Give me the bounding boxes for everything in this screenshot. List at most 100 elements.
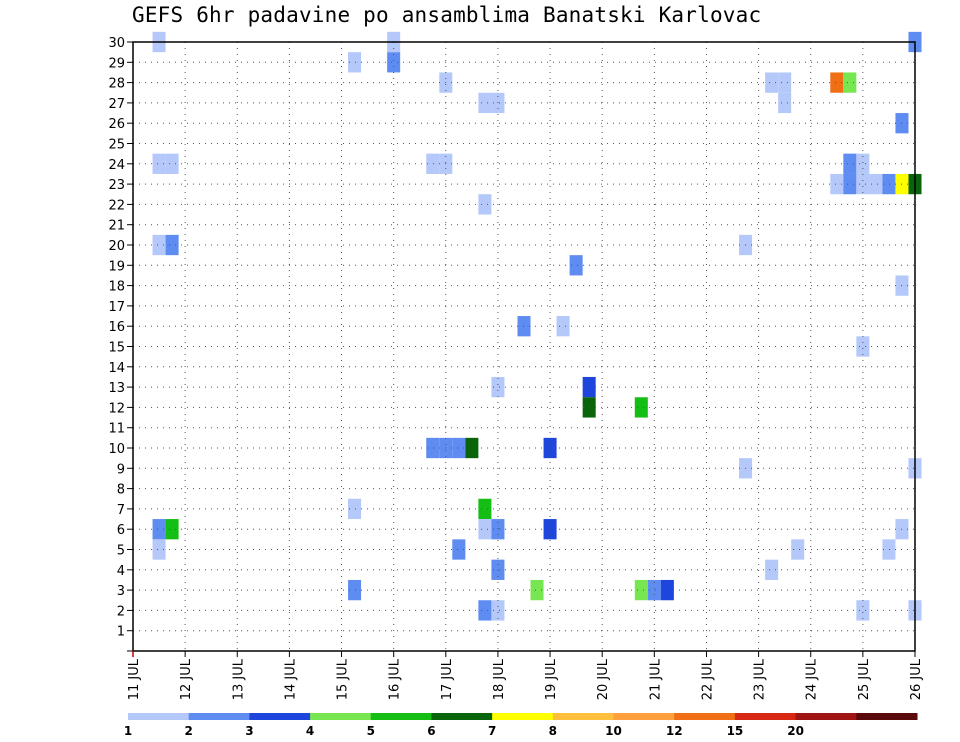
precip-cell bbox=[765, 559, 779, 580]
y-tick-label: 16 bbox=[108, 320, 125, 335]
colorbar-label: 10 bbox=[605, 724, 622, 738]
y-tick-label: 18 bbox=[108, 280, 125, 295]
colorbar-segment bbox=[613, 713, 675, 720]
precip-cell bbox=[478, 498, 492, 520]
x-tick-label: 25 JUL bbox=[857, 658, 872, 700]
y-tick-label: 1 bbox=[117, 625, 125, 640]
colorbar-segment bbox=[734, 713, 797, 720]
x-tick-label: 14 JUL bbox=[283, 658, 298, 700]
y-tick-label: 15 bbox=[108, 341, 125, 356]
y-tick-label: 6 bbox=[117, 523, 125, 538]
colorbar-segment bbox=[431, 713, 493, 720]
precip-cell bbox=[634, 579, 648, 601]
grid-layer bbox=[133, 41, 915, 651]
precip-cell bbox=[348, 498, 362, 520]
precip-cell bbox=[152, 519, 166, 540]
x-tick-label: 12 JUL bbox=[179, 658, 194, 700]
colorbar-segment bbox=[310, 713, 372, 720]
colorbar-segment bbox=[552, 713, 615, 720]
y-tick-label: 29 bbox=[108, 56, 125, 71]
y-tick-label: 12 bbox=[108, 401, 125, 416]
y-tick-label: 4 bbox=[117, 564, 125, 579]
colorbar-segment bbox=[856, 713, 918, 720]
y-tick-label: 19 bbox=[108, 259, 125, 274]
precip-cell bbox=[556, 316, 570, 337]
precip-cell bbox=[843, 72, 857, 93]
x-tick-label: 11 JUL bbox=[127, 658, 142, 700]
precip-cell bbox=[452, 437, 466, 459]
colorbar-label: 2 bbox=[185, 724, 193, 738]
y-tick-label: 22 bbox=[108, 198, 125, 213]
precip-cell bbox=[165, 234, 179, 256]
x-tick-label: 17 JUL bbox=[440, 658, 455, 700]
precip-cell bbox=[856, 600, 870, 621]
precip-cell bbox=[478, 92, 492, 114]
y-tick-label: 24 bbox=[108, 158, 125, 173]
precip-cell bbox=[843, 173, 857, 195]
y-tick-label: 10 bbox=[108, 442, 125, 457]
colorbar-segment bbox=[492, 713, 554, 720]
colorbar-segment bbox=[188, 713, 250, 720]
colorbar-label: 7 bbox=[488, 724, 496, 738]
precip-cell bbox=[491, 600, 505, 621]
y-tick-label: 26 bbox=[108, 117, 125, 132]
y-tick-label: 8 bbox=[117, 483, 125, 498]
y-tick-label: 17 bbox=[108, 300, 125, 315]
y-tick-label: 14 bbox=[108, 361, 125, 376]
precip-cell bbox=[830, 72, 844, 93]
x-tick-label: 22 JUL bbox=[700, 658, 715, 700]
precip-cell bbox=[569, 255, 583, 276]
precip-cell bbox=[530, 579, 544, 601]
precip-cell bbox=[882, 539, 896, 560]
colorbar-segment bbox=[795, 713, 857, 720]
precip-cell bbox=[843, 153, 857, 174]
precip-cell bbox=[465, 437, 479, 459]
y-tick-label: 9 bbox=[117, 462, 125, 477]
precip-cell bbox=[543, 519, 557, 540]
colorbar-label: 4 bbox=[306, 724, 314, 738]
x-tick-label: 20 JUL bbox=[596, 658, 611, 700]
y-tick-label: 20 bbox=[108, 239, 125, 254]
x-tick-label: 26 JUL bbox=[909, 658, 924, 700]
chart-title: GEFS 6hr padavine po ansamblima Banatski… bbox=[132, 3, 762, 27]
colorbar: 1 2 3 4 5 6 7 8 10 12 15 20 bbox=[124, 713, 918, 738]
colorbar-label: 6 bbox=[427, 724, 435, 738]
precip-cell bbox=[634, 397, 648, 418]
precip-cell bbox=[478, 194, 492, 215]
precip-cell bbox=[830, 173, 844, 195]
colorbar-label: 1 bbox=[124, 724, 132, 738]
y-tick-label: 5 bbox=[117, 544, 125, 559]
precip-cell bbox=[856, 336, 870, 357]
y-tick-label: 27 bbox=[108, 97, 125, 112]
precip-cell bbox=[869, 173, 883, 195]
precip-cell bbox=[491, 559, 505, 580]
y-tick-label: 25 bbox=[108, 138, 125, 153]
cells-layer bbox=[152, 31, 922, 621]
precip-cell bbox=[348, 52, 362, 73]
precip-cell bbox=[348, 579, 362, 601]
colorbar-label: 8 bbox=[549, 724, 557, 738]
precip-cell bbox=[478, 519, 492, 540]
precip-cell bbox=[165, 519, 179, 540]
colorbar-segment bbox=[370, 713, 432, 720]
precip-cell bbox=[426, 153, 440, 174]
precip-cell bbox=[152, 153, 166, 174]
precip-cell bbox=[856, 173, 870, 195]
precip-cell bbox=[478, 600, 492, 621]
precip-cell bbox=[856, 153, 870, 174]
y-tick-label: 3 bbox=[117, 584, 125, 599]
precip-cell bbox=[543, 437, 557, 459]
x-tick-label: 19 JUL bbox=[544, 658, 559, 700]
precip-cell bbox=[647, 579, 661, 601]
precip-cell bbox=[152, 234, 166, 256]
precip-cell bbox=[882, 173, 896, 195]
x-tick-label: 13 JUL bbox=[231, 658, 246, 700]
precip-cell bbox=[491, 519, 505, 540]
y-tick-label: 23 bbox=[108, 178, 125, 193]
precip-cell bbox=[791, 539, 805, 560]
colorbar-label: 5 bbox=[367, 724, 375, 738]
precip-cell bbox=[152, 539, 166, 560]
y-tick-label: 28 bbox=[108, 77, 125, 92]
x-tick-label: 23 JUL bbox=[753, 658, 768, 700]
